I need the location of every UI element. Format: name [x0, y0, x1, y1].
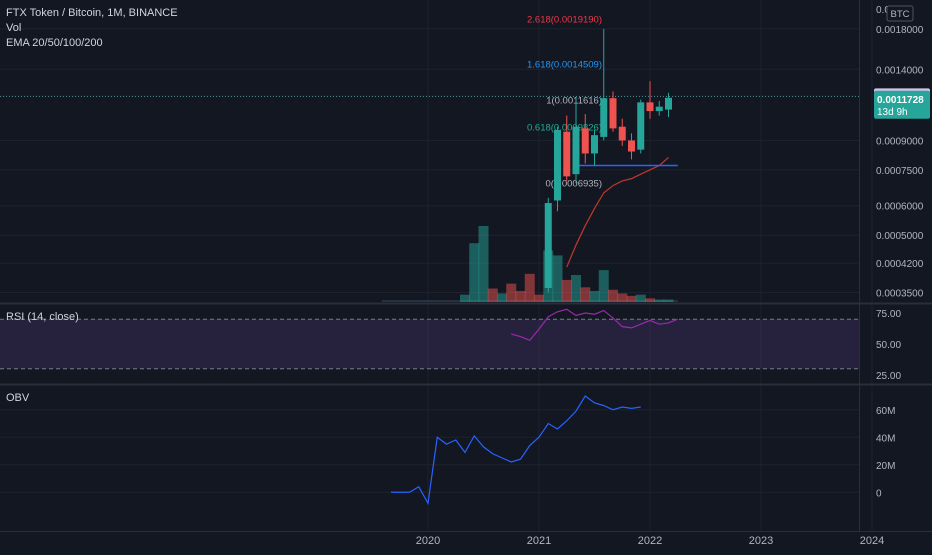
currency-badge[interactable] [886, 5, 914, 22]
time-tick-label: 2022 [638, 535, 662, 547]
rsi-label[interactable]: RSI (14, close) [6, 311, 79, 323]
volume-bar[interactable] [654, 299, 665, 302]
candle-body[interactable] [646, 102, 654, 112]
volume-bar[interactable] [608, 289, 618, 302]
volume-bar[interactable] [626, 295, 637, 302]
volume-bar[interactable] [580, 287, 591, 302]
last-price-badge [874, 90, 930, 119]
candle-body[interactable] [665, 97, 672, 110]
obv-label[interactable]: OBV [6, 392, 30, 404]
rsi-tick-label: 50.00 [876, 340, 901, 351]
legend-box: FTX Token / Bitcoin, 1M, BINANCE Vol EMA… [6, 6, 178, 51]
rsi-layer: RSI (14, close) 75.00 50.00 25.00 [0, 308, 901, 382]
volume-bar[interactable] [534, 294, 544, 302]
candles-layer [544, 28, 672, 293]
ema-line[interactable] [566, 156, 669, 268]
time-tick-label: 2024 [860, 535, 884, 547]
candle-body[interactable] [591, 135, 598, 154]
obv-layer: OBV 60M 40M 20M 0 [6, 392, 895, 506]
volume-bar[interactable] [487, 288, 498, 302]
price-tick-label: 0.0009000 [876, 136, 924, 147]
volume-bar[interactable] [598, 270, 609, 302]
fib-level-label[interactable]: 1(0.0011616) [546, 95, 602, 106]
volume-bar[interactable] [524, 273, 535, 302]
currency-badge-label: BTC [891, 9, 910, 20]
candle-body[interactable] [581, 128, 589, 154]
obv-tick-label: 20M [876, 461, 895, 472]
ema-layer [0, 95, 859, 268]
candle-body[interactable] [563, 131, 571, 177]
candle-body[interactable] [628, 140, 635, 152]
last-price-text: 0.0011728 [877, 95, 924, 106]
time-tick-label: 2021 [527, 535, 551, 547]
candle-body[interactable] [544, 203, 552, 288]
price-tick-label: 0.0005000 [876, 231, 924, 242]
volume-bar[interactable] [460, 294, 470, 302]
obv-tick-label: 40M [876, 433, 895, 444]
candle-body[interactable] [655, 106, 663, 112]
volume-layer [381, 226, 678, 302]
candle-body[interactable] [618, 126, 626, 141]
volume-bar[interactable] [478, 226, 489, 302]
volume-bar[interactable] [506, 283, 517, 302]
obv-tick-label: 60M [876, 406, 895, 417]
fib-level-label[interactable]: 0(0.0006935) [545, 178, 602, 189]
pane-separators [0, 0, 932, 532]
candle-body[interactable] [554, 130, 561, 201]
grid-layer [0, 0, 873, 531]
time-tick-label: 2020 [416, 535, 440, 547]
volume-bar[interactable] [515, 290, 526, 302]
price-tick-label: 0.0003500 [876, 289, 924, 300]
volume-bar[interactable] [645, 298, 655, 302]
price-tick-label: 0.0018000 [876, 25, 924, 36]
rsi-band [0, 319, 859, 369]
volume-bar[interactable] [497, 293, 507, 302]
time-tick-label: 2023 [749, 535, 773, 547]
candle-body[interactable] [609, 98, 617, 129]
countdown-text: 13d 9h [877, 107, 908, 118]
price-tick-label: 0.0007500 [876, 166, 924, 177]
volume-bar[interactable] [663, 299, 674, 302]
price-tick-label-partial: 0.0 [876, 5, 890, 16]
price-tick-label: 0.0004200 [876, 259, 924, 270]
volume-bar[interactable] [552, 255, 563, 302]
volume-bar[interactable] [561, 279, 572, 302]
fib-level-label[interactable]: 0.618(0.0009826) [527, 122, 602, 133]
axes-layer: 0.00180000.00140000.00090000.00075000.00… [416, 5, 930, 547]
candle-body[interactable] [637, 102, 645, 150]
volume-indicator-label[interactable]: Vol [6, 22, 22, 34]
volume-bar[interactable] [589, 290, 600, 302]
volume-bar[interactable] [617, 293, 628, 302]
symbol-title[interactable]: FTX Token / Bitcoin, 1M, BINANCE [6, 7, 178, 19]
volume-bar[interactable] [469, 243, 480, 302]
candle-body[interactable] [572, 126, 580, 175]
fibonacci-layer: 2.618(0.0019190) 1.618(0.0014509) 1(0.0011… [527, 15, 602, 190]
rsi-tick-label: 25.00 [876, 371, 901, 382]
ema-indicator-label[interactable]: EMA 20/50/100/200 [6, 37, 103, 49]
candle-body[interactable] [600, 98, 608, 137]
price-tick-label: 0.0006000 [876, 202, 924, 213]
volume-bar[interactable] [635, 294, 646, 302]
obv-line[interactable] [391, 395, 641, 506]
volume-bar[interactable] [571, 275, 581, 302]
fib-level-label[interactable]: 1.618(0.0014509) [527, 60, 602, 71]
fib-level-label[interactable]: 2.618(0.0019190) [527, 15, 602, 26]
obv-tick-label: 0 [876, 488, 882, 499]
rsi-line[interactable] [511, 308, 678, 342]
rsi-tick-label: 75.00 [876, 309, 901, 320]
price-tick-label: 0.0014000 [876, 65, 924, 76]
